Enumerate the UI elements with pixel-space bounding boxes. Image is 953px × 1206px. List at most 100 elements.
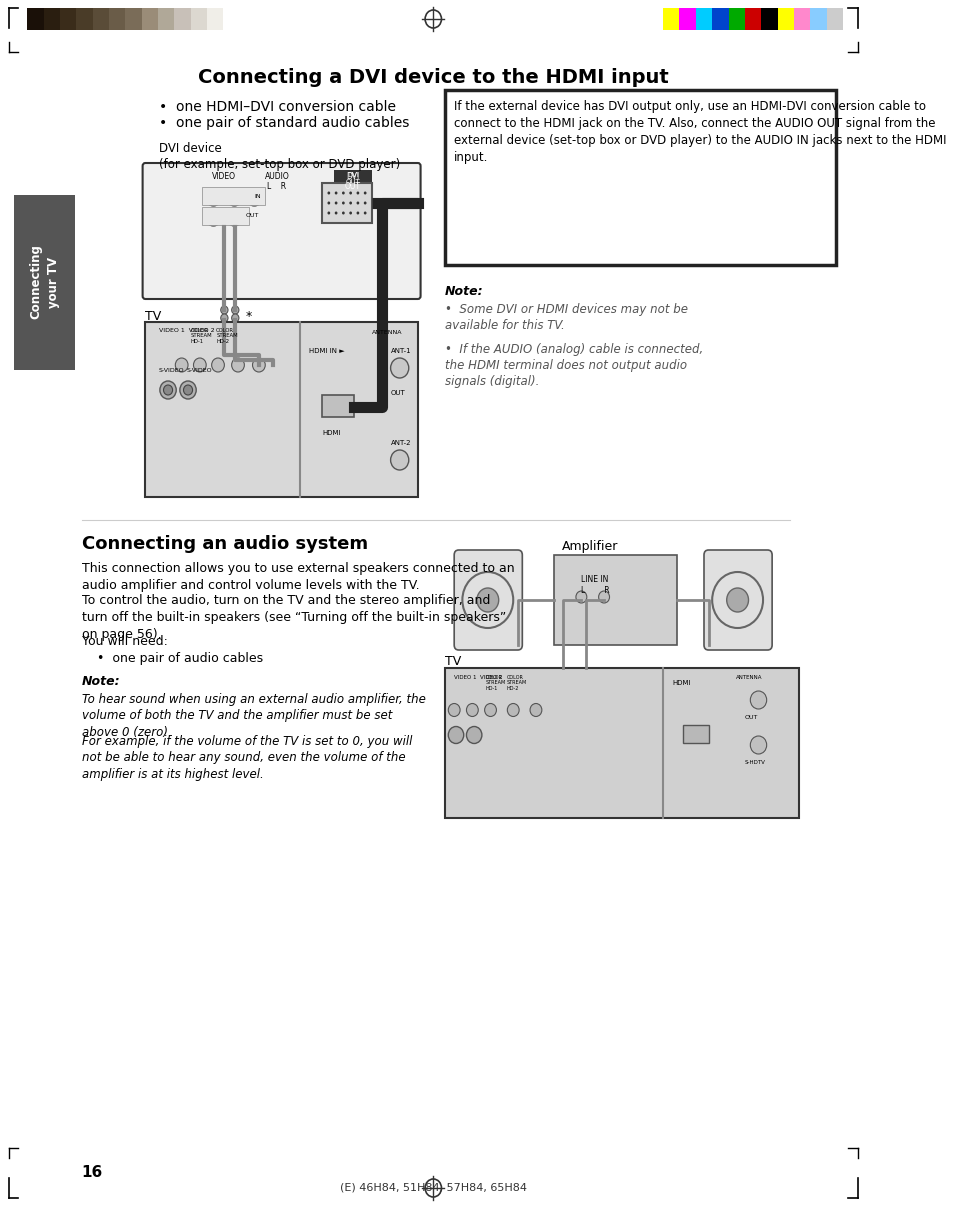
Bar	[695, 8, 712, 30]
Text: ANTENNA: ANTENNA	[372, 330, 402, 335]
Bar	[760, 8, 777, 30]
Circle shape	[356, 192, 359, 194]
Bar	[445, 90, 835, 265]
Bar	[728, 8, 744, 30]
Circle shape	[232, 314, 238, 322]
Circle shape	[466, 726, 481, 744]
Circle shape	[476, 589, 498, 611]
Circle shape	[193, 358, 206, 371]
Bar	[145, 322, 417, 497]
Text: DVI
OUT: DVI OUT	[346, 172, 360, 185]
Circle shape	[210, 213, 217, 222]
Text: 16: 16	[82, 1165, 103, 1179]
Bar	[662, 8, 679, 30]
Text: VIDEO: VIDEO	[213, 172, 236, 181]
Text: COLOR
STREAM
HD-2: COLOR STREAM HD-2	[216, 328, 237, 344]
Circle shape	[327, 201, 330, 205]
Circle shape	[335, 201, 337, 205]
Circle shape	[349, 201, 352, 205]
Circle shape	[251, 194, 257, 201]
Bar	[207, 8, 223, 30]
Text: To hear sound when using an external audio amplifier, the
volume of both the TV : To hear sound when using an external aud…	[82, 693, 425, 739]
Bar	[76, 8, 92, 30]
Circle shape	[183, 385, 193, 396]
Circle shape	[210, 194, 217, 201]
Bar	[201, 207, 249, 226]
Text: You will need:: You will need:	[82, 636, 168, 648]
Circle shape	[231, 213, 237, 222]
Circle shape	[175, 358, 188, 371]
Circle shape	[576, 591, 586, 603]
Bar	[445, 668, 799, 818]
Text: COLOR
STREAM
HD-1: COLOR STREAM HD-1	[485, 675, 506, 691]
Circle shape	[448, 703, 459, 716]
Text: •  one pair of audio cables: • one pair of audio cables	[97, 652, 263, 665]
Text: This connection allows you to use external speakers connected to an
audio amplif: This connection allows you to use extern…	[82, 562, 514, 592]
Bar	[13, 195, 75, 370]
Text: For example, if the volume of the TV is set to 0, you will
not be able to hear a: For example, if the volume of the TV is …	[82, 734, 412, 781]
Circle shape	[750, 736, 766, 754]
Circle shape	[335, 211, 337, 215]
Circle shape	[598, 591, 609, 603]
Bar	[334, 170, 372, 186]
Text: DVI device
(for example, set-top box or DVD player): DVI device (for example, set-top box or …	[159, 142, 400, 171]
Circle shape	[253, 358, 265, 371]
Text: TV: TV	[145, 310, 161, 323]
Text: To control the audio, turn on the TV and the stereo amplifier, and
turn off the : To control the audio, turn on the TV and…	[82, 595, 505, 642]
Bar	[125, 8, 142, 30]
Bar	[60, 8, 76, 30]
Circle shape	[231, 194, 237, 201]
Text: ANTENNA: ANTENNA	[735, 675, 761, 680]
Circle shape	[206, 210, 220, 226]
Bar	[809, 8, 825, 30]
Bar	[793, 8, 809, 30]
Circle shape	[220, 314, 228, 322]
Circle shape	[363, 201, 366, 205]
Text: AUDIO
L    R: AUDIO L R	[264, 172, 289, 192]
Text: IN: IN	[254, 194, 261, 199]
Bar	[191, 8, 207, 30]
Text: S-HDTV: S-HDTV	[744, 760, 765, 765]
Bar	[679, 8, 695, 30]
Bar	[682, 725, 708, 743]
Circle shape	[327, 192, 330, 194]
Circle shape	[349, 211, 352, 215]
Circle shape	[448, 726, 463, 744]
Bar	[174, 8, 191, 30]
Circle shape	[356, 201, 359, 205]
Text: •  If the AUDIO (analog) cable is connected,
the HDMI terminal does not output a: • If the AUDIO (analog) cable is connect…	[445, 343, 702, 388]
Text: VIDEO 1  VIDEO 2: VIDEO 1 VIDEO 2	[454, 675, 502, 680]
Bar	[142, 8, 158, 30]
Bar	[109, 8, 125, 30]
Text: COLOR
STREAM
HD-2: COLOR STREAM HD-2	[506, 675, 527, 691]
Text: HDMI: HDMI	[322, 431, 340, 437]
Text: OUT: OUT	[744, 715, 758, 720]
Circle shape	[160, 381, 176, 399]
FancyBboxPatch shape	[703, 550, 771, 650]
Text: OUT: OUT	[390, 390, 405, 396]
Circle shape	[163, 385, 172, 396]
Bar	[92, 8, 109, 30]
Bar	[744, 8, 760, 30]
Text: HDMI: HDMI	[672, 680, 690, 686]
Text: HDMI IN ►: HDMI IN ►	[309, 349, 344, 355]
Text: Note:: Note:	[445, 285, 483, 298]
Bar	[44, 8, 60, 30]
Bar	[554, 555, 676, 645]
Circle shape	[227, 210, 241, 226]
Circle shape	[247, 191, 261, 206]
Text: ANT-1: ANT-1	[390, 349, 411, 355]
Circle shape	[341, 211, 344, 215]
Circle shape	[390, 358, 408, 377]
Text: (E) 46H84, 51H84, 57H84, 65H84: (E) 46H84, 51H84, 57H84, 65H84	[339, 1182, 526, 1192]
Circle shape	[466, 703, 477, 716]
Bar	[712, 8, 728, 30]
Circle shape	[356, 211, 359, 215]
Circle shape	[232, 306, 238, 314]
Circle shape	[750, 691, 766, 709]
Text: LINE IN
L        R: LINE IN L R	[580, 575, 609, 595]
Circle shape	[220, 306, 228, 314]
Bar	[28, 8, 44, 30]
Circle shape	[530, 703, 541, 716]
Circle shape	[341, 192, 344, 194]
